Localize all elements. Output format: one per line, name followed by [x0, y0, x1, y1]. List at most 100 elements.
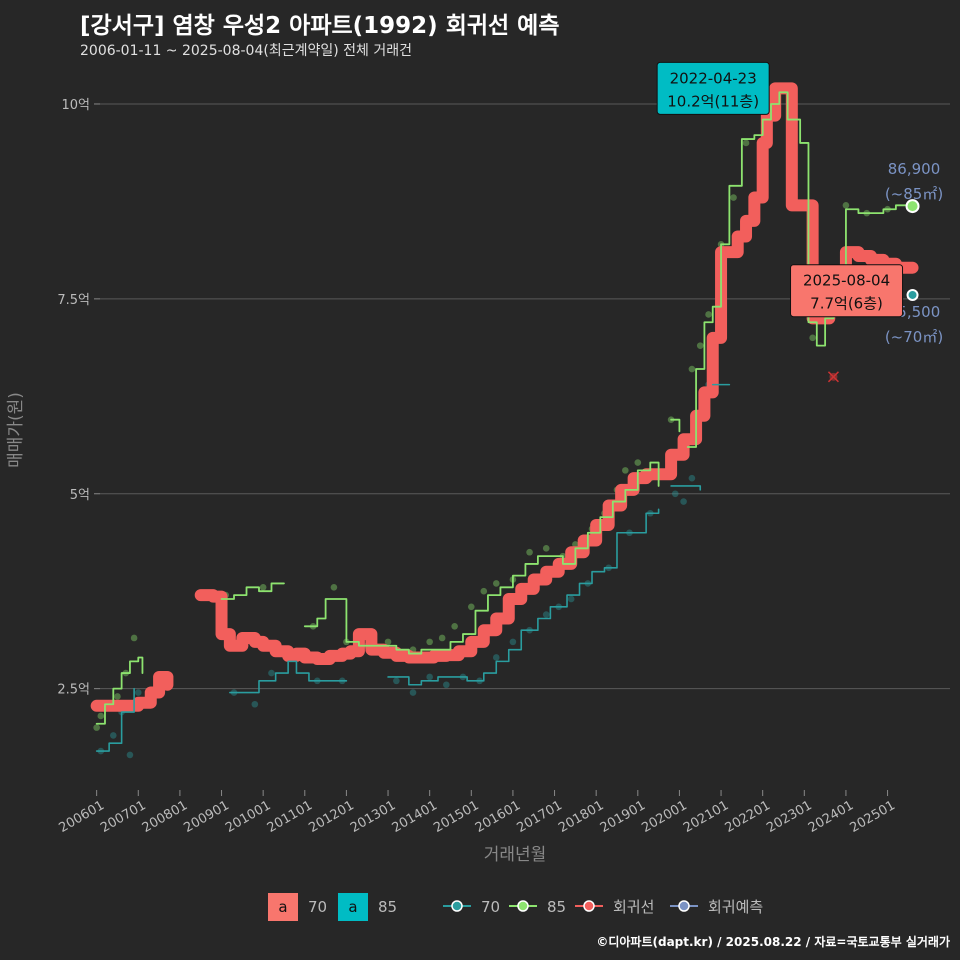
- y-axis-title: 매매가(원): [6, 392, 26, 468]
- x-tick-label: 200601: [57, 798, 107, 836]
- point-85: [622, 467, 629, 474]
- gridlines: [100, 103, 950, 690]
- y-axis-ticks: 2.5억 5억 7.5억 10억: [57, 98, 100, 698]
- point-70: [542, 611, 550, 618]
- x-tick-label: 201301: [348, 798, 398, 836]
- annotation-box-last: [790, 264, 904, 318]
- point-85: [330, 584, 338, 591]
- legend-line-dot: [517, 900, 529, 912]
- x-tick-label: 201101: [265, 798, 315, 836]
- x-tick-label: 201601: [473, 798, 523, 836]
- x-tick-label: 200701: [98, 798, 148, 836]
- point-85: [97, 712, 105, 720]
- scatter-points: [93, 85, 891, 759]
- point-70: [688, 474, 696, 482]
- y-tick-label: 7.5억: [57, 293, 90, 308]
- point-85: [705, 311, 712, 318]
- legend-fill-key: [268, 893, 298, 921]
- x-tick-label: 201901: [598, 798, 648, 836]
- chart-title: [강서구] 염창 우성2 아파트(1992) 회귀선 예측: [80, 13, 560, 39]
- point-85: [842, 202, 850, 209]
- point-85: [742, 139, 750, 147]
- point-85: [526, 548, 533, 556]
- y-tick-label: 10억: [61, 98, 90, 113]
- last-point-85: [905, 199, 920, 214]
- x-tick-label: 202301: [764, 798, 814, 836]
- label-70-area: (~70㎡): [885, 328, 943, 346]
- point-85: [634, 459, 642, 466]
- annotation-box-peak: [656, 61, 770, 115]
- label-85-price: 86,900: [888, 160, 941, 178]
- point-70: [492, 654, 500, 661]
- point-85: [467, 603, 475, 611]
- point-85: [438, 634, 446, 642]
- x-tick-label: 202401: [806, 798, 856, 836]
- x-axis-ticks: 2006012007012008012009012010012011012012…: [57, 790, 898, 836]
- legend-fill-glyph: a: [348, 898, 357, 916]
- y-tick-label: 5억: [70, 488, 90, 503]
- point-85: [130, 634, 138, 642]
- point-70: [426, 673, 433, 681]
- x-tick-label: 202501: [847, 798, 897, 836]
- source-footer: ©디아파트(dapt.kr) / 2025.08.22 / 자료=국토교통부 실…: [596, 935, 950, 949]
- point-70: [268, 669, 275, 677]
- point-70: [567, 595, 575, 603]
- point-70: [680, 498, 687, 505]
- point-85: [426, 638, 433, 646]
- point-70: [393, 677, 400, 685]
- legend-line-label: 회귀예측: [708, 898, 763, 916]
- point-70: [110, 732, 117, 739]
- annotations: 86,900(~85㎡)75,500(~70㎡)2022-04-2310.2억(…: [656, 61, 943, 383]
- x-tick-label: 200901: [181, 798, 231, 836]
- legend-line-dot: [451, 900, 463, 912]
- point-85: [114, 693, 121, 700]
- point-85: [809, 334, 816, 342]
- point-70: [409, 689, 417, 696]
- series-lines: [90, 82, 919, 752]
- point-70: [134, 689, 142, 696]
- x-tick-label: 201401: [390, 798, 440, 836]
- series-line-s85: [95, 91, 914, 725]
- legend-line-dot: [678, 900, 690, 912]
- point-85: [696, 342, 704, 349]
- point-70: [443, 681, 450, 689]
- legend-line-dot: [583, 900, 595, 912]
- x-tick-label: 202101: [681, 798, 731, 836]
- point-85: [572, 541, 579, 548]
- point-85: [480, 587, 488, 595]
- legend-line-label: 70: [481, 898, 500, 916]
- y-tick-label: 2.5억: [57, 683, 90, 698]
- point-85: [542, 545, 550, 552]
- x-tick-label: 201001: [223, 798, 273, 836]
- legend: a 70 a 85 70 85 회귀선 회귀예측: [268, 893, 763, 921]
- point-85: [492, 580, 500, 587]
- annotation-value-last: 7.7억(6층): [810, 295, 883, 313]
- point-85: [451, 622, 458, 630]
- x-tick-label: 200801: [140, 798, 190, 836]
- point-85: [384, 638, 392, 646]
- x-tick-label: 201501: [431, 798, 481, 836]
- x-tick-label: 202001: [639, 798, 689, 836]
- legend-fill-key: [338, 893, 368, 921]
- x-tick-label: 201801: [556, 798, 606, 836]
- annotation-date-peak: 2022-04-23: [670, 69, 757, 87]
- point-85: [730, 194, 737, 201]
- legend-fill-label: 70: [308, 898, 327, 916]
- point-70: [509, 638, 517, 646]
- point-70: [251, 700, 259, 708]
- label-85-area: (~85㎡): [885, 185, 943, 203]
- last-point-70: [906, 288, 919, 301]
- point-85: [259, 584, 267, 591]
- x-axis-title: 거래년월: [484, 845, 547, 865]
- legend-fill-glyph: a: [278, 898, 287, 916]
- series-line-regression: [90, 82, 919, 712]
- chart-subtitle: 2006-01-11 ~ 2025-08-04(최근계약일) 전체 거래건: [80, 43, 412, 59]
- outlier-cross: [827, 371, 839, 383]
- legend-fill-label: 85: [378, 898, 397, 916]
- x-tick-label: 202201: [723, 798, 773, 836]
- x-tick-label: 201201: [306, 798, 356, 836]
- annotation-value-peak: 10.2억(11층): [667, 92, 759, 110]
- point-85: [688, 365, 696, 373]
- point-70: [671, 490, 679, 498]
